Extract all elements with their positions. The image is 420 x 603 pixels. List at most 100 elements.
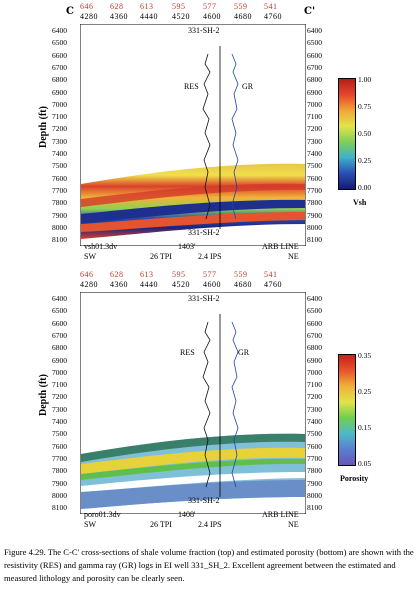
depth-tick-label: 6700 [307, 330, 322, 340]
depth-axis-left: 6400 6500 6600 6700 6800 6900 7000 7100 … [52, 26, 82, 246]
porosity-colorbar [338, 354, 356, 466]
depth-tick-label: 8100 [307, 503, 322, 513]
depth-tick-label: 7200 [52, 392, 67, 402]
depth-tick-label: 7900 [307, 478, 322, 488]
line-label: ARB LINE [262, 242, 299, 251]
depth-tick-label: 6900 [52, 87, 67, 97]
depth-tick-label: 6400 [52, 26, 67, 35]
bin-number: 4440 [140, 280, 158, 289]
depth-tick-label: 6400 [307, 26, 322, 35]
depth-tick-label: 7700 [52, 185, 67, 195]
well-label: 331-SH-2 [188, 26, 220, 35]
corner-label-left: C [66, 6, 74, 17]
well-spacing: 1403' [178, 242, 196, 251]
vsh-colorbar [338, 78, 356, 190]
bin-number: 4760 [264, 12, 282, 21]
trace-number: 595 [172, 270, 186, 279]
depth-axis-left: 6400 6500 6600 6700 6800 6900 7000 7100 … [52, 294, 82, 514]
bin-number: 4680 [234, 12, 252, 21]
corner-label-right: C' [304, 6, 316, 17]
porosity-cross-section-panel: 646 628 613 595 577 559 541 4280 4360 44… [0, 268, 420, 538]
depth-tick-label: 7500 [307, 161, 322, 171]
depth-tick-label: 7400 [307, 417, 322, 426]
well-label: 331-SH-2 [188, 294, 220, 303]
vsh-cross-section-panel: C C' 646 628 613 595 577 559 541 4280 43… [0, 0, 420, 270]
depth-tick-label: 6900 [307, 355, 322, 365]
well-spacing: 1408' [178, 510, 196, 519]
depth-tick-label: 8000 [52, 490, 67, 500]
trace-number: 628 [110, 2, 124, 11]
bin-number: 4280 [80, 280, 98, 289]
depth-tick-label: 7600 [52, 441, 67, 451]
depth-tick-label: 7100 [307, 112, 322, 122]
depth-tick-label: 6900 [307, 87, 322, 97]
depth-tick-label: 7700 [52, 453, 67, 463]
depth-tick-label: 8000 [307, 222, 322, 232]
trace-number: 646 [80, 2, 94, 11]
depth-tick-label: 7800 [307, 466, 322, 476]
depth-tick-label: 6400 [52, 294, 67, 303]
bin-number: 4600 [203, 280, 221, 289]
depth-tick-label: 6500 [52, 306, 67, 316]
vsh-section-plot [80, 24, 306, 246]
bin-number: 4440 [140, 12, 158, 21]
depth-tick-label: 7300 [307, 404, 322, 414]
depth-tick-label: 7900 [52, 210, 67, 220]
depth-tick-label: 7000 [52, 367, 67, 377]
depth-tick-label: 6800 [52, 343, 67, 353]
trace-number: 595 [172, 2, 186, 11]
depth-tick-label: 7200 [52, 124, 67, 134]
depth-tick-label: 6900 [52, 355, 67, 365]
depth-tick-label: 6600 [307, 318, 322, 328]
depth-tick-label: 7400 [52, 149, 67, 158]
depth-tick-label: 7600 [307, 173, 322, 183]
depth-tick-label: 8100 [52, 503, 67, 513]
depth-tick-label: 7800 [307, 198, 322, 208]
depth-tick-label: 7000 [52, 99, 67, 109]
log-label-res: RES [180, 348, 195, 357]
ips-label: 2.4 IPS [198, 520, 222, 529]
depth-tick-label: 6700 [307, 62, 322, 72]
file-name: vsh01.3dv [84, 242, 118, 251]
depth-tick-label: 8000 [307, 490, 322, 500]
trace-number: 613 [140, 270, 154, 279]
depth-tick-label: 6500 [307, 38, 322, 48]
depth-tick-label: 7700 [307, 185, 322, 195]
trace-number: 628 [110, 270, 124, 279]
depth-tick-label: 7300 [52, 136, 67, 146]
depth-tick-label: 6700 [52, 62, 67, 72]
depth-tick-label: 6400 [307, 294, 322, 303]
depth-tick-label: 7500 [307, 429, 322, 439]
bin-number: 4520 [172, 12, 190, 21]
depth-axis-title: Depth (ft) [38, 106, 49, 148]
depth-tick-label: 7600 [52, 173, 67, 183]
depth-tick-label: 7500 [52, 161, 67, 171]
depth-tick-label: 7400 [307, 149, 322, 158]
depth-tick-label: 7100 [52, 112, 67, 122]
trace-number: 577 [203, 270, 217, 279]
bin-number: 4360 [110, 280, 128, 289]
trace-number: 577 [203, 2, 217, 11]
tpi-label: 26 TPI [150, 520, 172, 529]
depth-tick-label: 7600 [307, 441, 322, 451]
colorbar-tick: 0.75 [358, 102, 372, 111]
depth-axis-title: Depth (ft) [38, 374, 49, 416]
colorbar-tick: 0.05 [358, 459, 372, 468]
depth-tick-label: 7100 [307, 380, 322, 390]
well-label-bottom: 331-SH-2 [188, 228, 220, 237]
depth-tick-label: 8100 [307, 235, 322, 245]
depth-tick-label: 6600 [52, 318, 67, 328]
depth-tick-label: 8100 [52, 235, 67, 245]
depth-tick-label: 7900 [307, 210, 322, 220]
figure-caption: Figure 4.29. The C-C' cross-sections of … [4, 547, 414, 583]
colorbar-tick: 0.00 [358, 183, 372, 192]
bin-number: 4600 [203, 12, 221, 21]
log-label-gr: GR [242, 82, 254, 91]
depth-tick-label: 8000 [52, 222, 67, 232]
ips-label: 2.4 IPS [198, 252, 222, 261]
trace-number: 541 [264, 2, 278, 11]
direction-right: NE [288, 520, 299, 529]
depth-tick-label: 6500 [52, 38, 67, 48]
depth-tick-label: 6600 [52, 50, 67, 60]
colorbar-tick: 0.25 [358, 156, 372, 165]
